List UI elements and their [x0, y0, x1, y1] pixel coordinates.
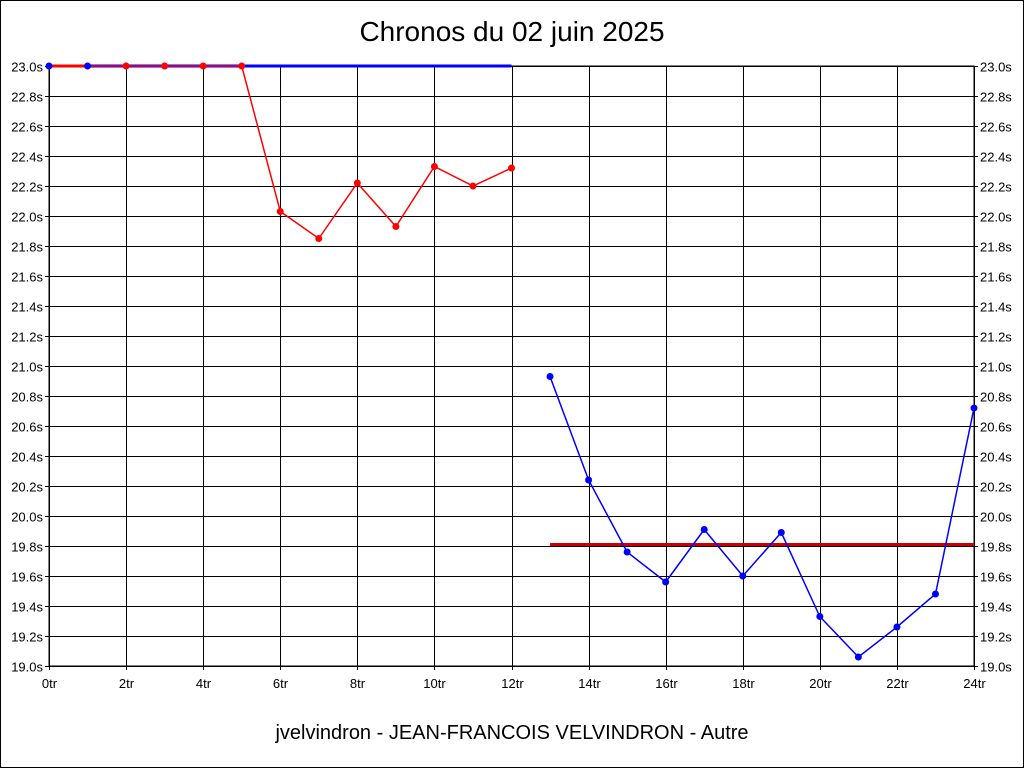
y-tick-label-right: 22.4s [980, 150, 1012, 165]
y-tick-label-left: 20.8s [11, 390, 43, 405]
data-point [469, 182, 477, 190]
y-tick-label-left: 21.4s [11, 300, 43, 315]
y-tick-label-left: 20.0s [11, 510, 43, 525]
data-point [893, 623, 901, 631]
y-tick-label-right: 20.6s [980, 420, 1012, 435]
y-tick-label-right: 20.8s [980, 390, 1012, 405]
x-tick-label: 18tr [732, 676, 755, 691]
data-point [508, 164, 515, 172]
y-tick-label-right: 21.8s [980, 240, 1012, 255]
y-tick-label-right: 22.2s [980, 180, 1012, 195]
y-tick-label-left: 22.8s [11, 90, 43, 105]
y-tick-label-left: 19.6s [11, 570, 43, 585]
data-point [276, 208, 284, 215]
y-tick-label-right: 23.0s [980, 60, 1012, 75]
y-tick-label-left: 21.0s [11, 360, 43, 375]
data-point [739, 572, 747, 580]
data-point [931, 590, 939, 598]
x-tick-label: 22tr [886, 676, 909, 691]
data-point [546, 373, 554, 380]
y-tick-label-right: 22.8s [980, 90, 1012, 105]
data-point [662, 578, 670, 586]
data-point [623, 548, 631, 556]
y-tick-label-right: 19.4s [980, 600, 1012, 615]
data-point [199, 62, 207, 70]
y-tick-label-right: 20.2s [980, 480, 1012, 495]
x-tick-label: 20tr [809, 676, 832, 691]
data-point [430, 163, 438, 170]
y-tick-label-right: 21.4s [980, 300, 1012, 315]
y-tick-label-left: 21.6s [11, 270, 43, 285]
y-tick-label-right: 19.8s [980, 540, 1012, 555]
data-point [84, 62, 92, 70]
y-tick-label-right: 20.4s [980, 450, 1012, 465]
y-tick-label-right: 19.6s [980, 570, 1012, 585]
y-tick-label-left: 22.6s [11, 120, 43, 135]
y-tick-label-right: 19.0s [980, 660, 1012, 675]
y-tick-label-right: 21.0s [980, 360, 1012, 375]
x-tick-label: 24tr [963, 676, 986, 691]
y-tick-label-left: 19.2s [11, 630, 43, 645]
data-point [122, 62, 130, 70]
y-tick-label-right: 22.6s [980, 120, 1012, 135]
x-tick-label: 4tr [196, 676, 212, 691]
data-point [45, 62, 53, 70]
x-tick-label: 16tr [655, 676, 678, 691]
series-line [549, 376, 975, 659]
data-point [854, 653, 862, 661]
data-point [970, 404, 978, 412]
x-tick-label: 6tr [273, 676, 289, 691]
y-tick-label-left: 20.6s [11, 420, 43, 435]
x-tick-label: 2tr [119, 676, 135, 691]
data-point [353, 179, 361, 187]
data-point [585, 476, 593, 484]
data-point [816, 613, 824, 620]
y-tick-label-right: 22.0s [980, 210, 1012, 225]
y-tick-label-left: 19.8s [11, 540, 43, 555]
x-tick-label: 12tr [501, 676, 524, 691]
data-point [700, 526, 708, 533]
chart-title: Chronos du 02 juin 2025 [359, 16, 665, 47]
y-tick-label-left: 20.2s [11, 480, 43, 495]
chart-subtitle: jvelvindron - JEAN-FRANCOIS VELVINDRON -… [275, 722, 749, 744]
y-tick-label-right: 20.0s [980, 510, 1012, 525]
data-point [315, 235, 323, 242]
y-tick-label-left: 22.2s [11, 180, 43, 195]
y-tick-label-left: 20.4s [11, 450, 43, 465]
y-tick-label-left: 22.0s [11, 210, 43, 225]
data-point [238, 62, 246, 70]
y-tick-label-left: 22.4s [11, 150, 43, 165]
data-point [777, 529, 785, 536]
x-tick-label: 10tr [423, 676, 446, 691]
y-tick-label-left: 19.0s [11, 660, 43, 675]
y-tick-label-right: 19.2s [980, 630, 1012, 645]
x-tick-label: 0tr [42, 676, 58, 691]
data-point [161, 62, 169, 70]
y-tick-label-left: 21.8s [11, 240, 43, 255]
y-tick-label-left: 21.2s [11, 330, 43, 345]
y-tick-label-right: 21.2s [980, 330, 1012, 345]
y-tick-label-left: 19.4s [11, 600, 43, 615]
data-point [392, 223, 400, 230]
y-tick-label-left: 23.0s [11, 60, 43, 75]
x-tick-label: 8tr [350, 676, 366, 691]
y-tick-label-right: 21.6s [980, 270, 1012, 285]
x-tick-label: 14tr [578, 676, 601, 691]
